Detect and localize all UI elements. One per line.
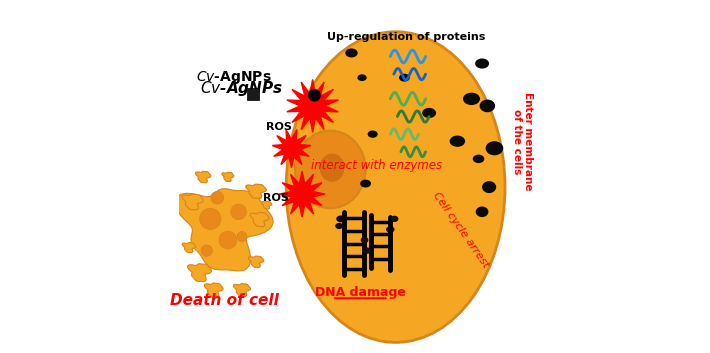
Polygon shape <box>234 283 251 297</box>
Ellipse shape <box>476 207 488 217</box>
Ellipse shape <box>463 92 480 105</box>
Polygon shape <box>175 189 273 271</box>
Polygon shape <box>272 130 311 168</box>
Ellipse shape <box>335 223 343 229</box>
Ellipse shape <box>391 216 398 222</box>
Ellipse shape <box>475 59 489 68</box>
Polygon shape <box>182 194 203 210</box>
Circle shape <box>211 191 224 204</box>
Polygon shape <box>195 171 211 183</box>
Circle shape <box>308 89 321 102</box>
Ellipse shape <box>286 32 505 342</box>
Polygon shape <box>204 283 223 297</box>
Circle shape <box>200 208 221 229</box>
Ellipse shape <box>295 131 366 208</box>
Polygon shape <box>182 243 196 253</box>
Text: DNA damage: DNA damage <box>315 287 405 299</box>
Text: ROS: ROS <box>266 122 292 132</box>
Ellipse shape <box>364 247 371 254</box>
Ellipse shape <box>386 226 395 233</box>
Polygon shape <box>287 79 339 132</box>
Ellipse shape <box>482 181 496 193</box>
Ellipse shape <box>368 131 378 138</box>
Polygon shape <box>279 171 325 217</box>
Polygon shape <box>250 213 269 227</box>
Text: $\mathit{Cv}$-AgNPs: $\mathit{Cv}$-AgNPs <box>196 69 272 86</box>
Ellipse shape <box>422 108 436 118</box>
Ellipse shape <box>345 48 358 58</box>
Text: interact with enzymes: interact with enzymes <box>310 160 442 172</box>
Ellipse shape <box>361 237 368 243</box>
Ellipse shape <box>357 74 367 81</box>
Circle shape <box>231 204 246 220</box>
Ellipse shape <box>360 180 371 187</box>
FancyBboxPatch shape <box>246 88 258 100</box>
Circle shape <box>201 245 212 256</box>
Polygon shape <box>261 201 272 209</box>
Ellipse shape <box>480 100 495 112</box>
Polygon shape <box>248 256 264 268</box>
Polygon shape <box>246 184 266 198</box>
Circle shape <box>237 232 247 241</box>
Text: Death of cell: Death of cell <box>170 293 279 307</box>
Text: Enter membrane
of the cells: Enter membrane of the cells <box>512 92 533 191</box>
Polygon shape <box>187 264 212 282</box>
Text: Cell cycle arrest: Cell cycle arrest <box>431 190 491 269</box>
Ellipse shape <box>449 136 465 147</box>
Text: ROS: ROS <box>263 193 288 203</box>
Ellipse shape <box>473 155 484 163</box>
Ellipse shape <box>320 154 344 182</box>
Ellipse shape <box>486 141 503 155</box>
Text: Up-regulation of proteins: Up-regulation of proteins <box>327 32 486 42</box>
Text: $\it{Cv}$-AgNPs: $\it{Cv}$-AgNPs <box>200 79 283 98</box>
Polygon shape <box>222 172 234 181</box>
Ellipse shape <box>399 74 410 82</box>
Ellipse shape <box>337 215 346 222</box>
Circle shape <box>219 231 236 249</box>
